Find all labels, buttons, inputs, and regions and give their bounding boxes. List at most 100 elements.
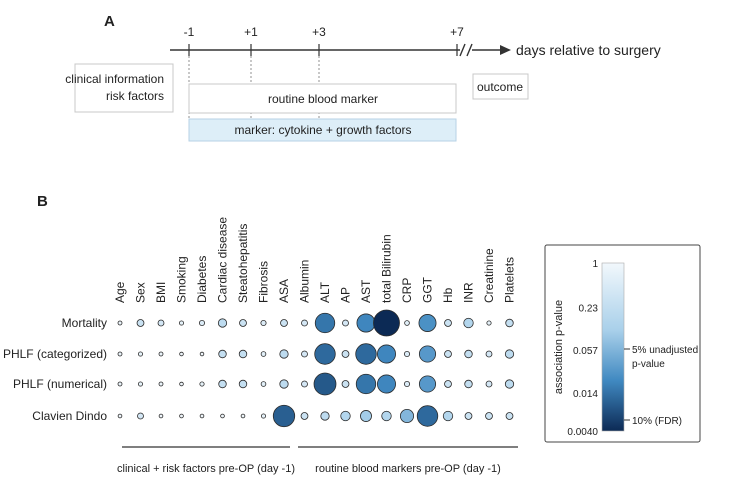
column-label-ggt: GGT (421, 276, 435, 303)
column-label-sex: Sex (134, 282, 148, 303)
dot-clavien-dindo-platelets (505, 412, 514, 420)
dot-phlf-numerical-inr (464, 379, 473, 389)
tick-label: +7 (450, 25, 464, 39)
column-label-alt: ALT (318, 281, 332, 303)
legend-title: association p-value (553, 300, 565, 394)
dot-clavien-dindo-cardiac-disease (220, 413, 225, 419)
dot-mortality-alt (314, 312, 336, 334)
dot-phlf-numerical-alt (313, 372, 337, 396)
dot-phlf-categorized-alt (314, 343, 336, 365)
dot-phlf-numerical-ap (341, 380, 350, 388)
dot-phlf-categorized-ggt (418, 345, 437, 363)
tick-label: +1 (244, 25, 258, 39)
dot-clavien-dindo-alt (320, 411, 330, 421)
cytokine-marker-box (188, 118, 457, 142)
legend-tick-label: 0.057 (573, 346, 598, 357)
dot-mortality-ap (342, 319, 349, 327)
dot-phlf-categorized-diabetes (199, 351, 205, 357)
tick-plus3: +3 (312, 25, 326, 118)
dot-phlf-numerical-albumin (301, 380, 308, 388)
column-label-cardiac-disease: Cardiac disease (216, 217, 230, 303)
dot-phlf-numerical-ast (355, 373, 377, 395)
legend-annotation-fdr: 10% (FDR) (632, 416, 682, 427)
dot-clavien-dindo-ggt (416, 405, 439, 427)
legend-annotation-5pct: 5% unadjusted (632, 345, 698, 356)
dot-clavien-dindo-total-bilirubin (381, 410, 392, 422)
row-label-mortality: Mortality (62, 316, 107, 330)
dot-phlf-numerical-sex (137, 381, 144, 387)
cytokine-marker-label: marker: cytokine + growth factors (234, 123, 411, 137)
dot-clavien-dindo-diabetes (199, 413, 205, 419)
dot-clavien-dindo-crp (399, 408, 415, 424)
dot-phlf-numerical-ggt (418, 375, 437, 393)
dot-phlf-categorized-hb (444, 350, 452, 358)
dot-clavien-dindo-sex (137, 412, 144, 420)
legend-tick-label: 0.0040 (567, 427, 598, 438)
dot-mortality-albumin (301, 319, 308, 327)
dot-clavien-dindo-asa (272, 404, 296, 428)
outcome-label: outcome (477, 80, 523, 94)
dot-mortality-bmi (157, 319, 165, 327)
outcome-box (472, 73, 529, 100)
dot-phlf-numerical-cardiac-disease (218, 379, 227, 389)
clinical-info-line-2: risk factors (106, 89, 164, 103)
dot-mortality-diabetes (198, 319, 206, 327)
legend-colorbar (601, 262, 625, 432)
column-label-creatinine: Creatinine (482, 248, 496, 303)
column-labels: Age Sex BMI Smoking Diabetes Cardiac disease S… (113, 217, 517, 303)
legend-tick-label: 0.23 (579, 304, 599, 315)
dot-phlf-categorized-inr (464, 349, 473, 359)
panel-b: B Age Sex BMI Smoking Diabetes Cardiac diseas… (3, 193, 701, 475)
tick-label: +3 (312, 25, 326, 39)
dot-phlf-categorized-creatinine (485, 350, 493, 358)
dot-phlf-categorized-sex (137, 351, 144, 357)
time-axis-arrowhead (500, 45, 511, 55)
dot-phlf-numerical-age (117, 381, 123, 387)
axis-break-mark (459, 43, 466, 57)
legend-ticks: 1 0.23 0.057 0.014 0.0040 (567, 259, 598, 438)
dot-mortality-hb (444, 319, 452, 327)
dot-matrix (117, 309, 515, 428)
dot-mortality-ast (356, 313, 376, 333)
routine-blood-marker-label: routine blood marker (268, 92, 378, 106)
clinical-info-line-1: clinical information (65, 72, 164, 86)
dot-phlf-numerical-bmi (158, 381, 164, 387)
dot-phlf-numerical-total-bilirubin (377, 374, 396, 394)
dot-mortality-ggt (418, 314, 437, 332)
column-label-ap: AP (339, 287, 353, 303)
dot-phlf-categorized-bmi (158, 351, 164, 357)
row-label-clavien-dindo: Clavien Dindo (32, 409, 107, 423)
column-label-age: Age (113, 281, 127, 303)
column-label-bmi: BMI (154, 282, 168, 303)
dot-phlf-categorized-ast (355, 343, 377, 365)
column-label-total-bilirubin: total Bilirubin (380, 234, 394, 303)
dot-phlf-numerical-platelets (504, 379, 515, 389)
column-label-crp: CRP (400, 278, 414, 303)
dot-clavien-dindo-hb (442, 410, 454, 422)
dot-mortality-platelets (505, 318, 514, 328)
dot-clavien-dindo-ast (360, 410, 372, 422)
dot-clavien-dindo-age (117, 413, 123, 419)
dot-phlf-numerical-creatinine (485, 380, 493, 388)
dot-clavien-dindo-albumin (300, 412, 309, 420)
dot-mortality-steatohepatitis (239, 319, 247, 327)
dot-clavien-dindo-ap (340, 410, 351, 422)
column-label-albumin: Albumin (298, 260, 312, 303)
row-labels: Mortality PHLF (categorized) PHLF (numeric… (3, 316, 107, 423)
dot-phlf-categorized-asa (279, 349, 289, 359)
column-label-hb: Hb (441, 287, 455, 303)
dot-mortality-inr (463, 317, 474, 329)
axis-break-mark (466, 43, 473, 57)
row-label-phlf-numerical: PHLF (numerical) (13, 377, 107, 391)
dot-phlf-numerical-hb (444, 380, 452, 388)
dot-mortality-asa (280, 319, 288, 327)
panel-b-label: B (37, 193, 48, 210)
dot-phlf-categorized-cardiac-disease (218, 349, 227, 359)
dot-clavien-dindo-smoking (179, 413, 184, 419)
dot-phlf-categorized-steatohepatitis (238, 349, 248, 359)
dot-clavien-dindo-bmi (158, 413, 164, 419)
column-label-diabetes: Diabetes (195, 256, 209, 303)
tick-plus1: +1 (244, 25, 258, 118)
dot-phlf-numerical-fibrosis (260, 381, 267, 387)
